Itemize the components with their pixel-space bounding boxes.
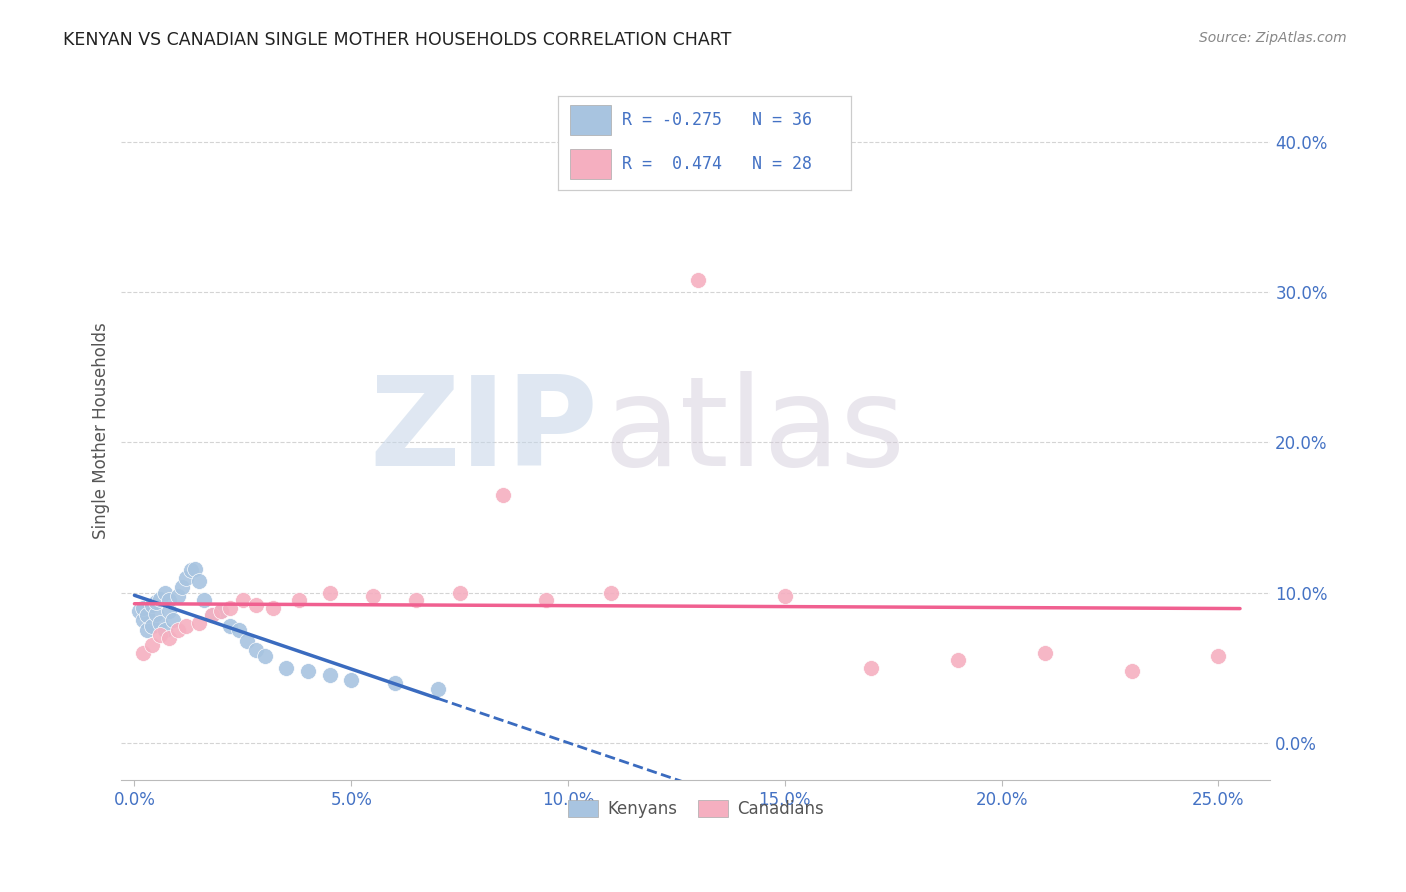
Point [201,608,224,623]
Point [218,600,240,615]
Legend: Kenyans, Canadians: Kenyans, Canadians [561,793,831,824]
Y-axis label: Single Mother Households: Single Mother Households [93,323,110,540]
Point [136,623,159,637]
Point [426,681,449,696]
Point [1121,664,1143,678]
Point [253,648,276,663]
Point [1033,646,1056,660]
Point [773,589,796,603]
Point [948,653,970,667]
Point [492,488,515,502]
Point [188,615,211,630]
Point [132,600,155,615]
Text: Source: ZipAtlas.com: Source: ZipAtlas.com [1199,31,1347,45]
Text: ZIP: ZIP [370,370,598,491]
Point [536,593,558,607]
Point [145,594,167,608]
Point [157,631,180,645]
Point [405,593,427,607]
Point [201,608,224,623]
Point [180,563,202,577]
Point [149,615,172,630]
Point [149,591,172,606]
Point [136,608,159,623]
Point [184,561,207,575]
Point [262,600,284,615]
Text: atlas: atlas [605,370,905,491]
Point [318,668,340,682]
Point [176,618,198,632]
Point [600,585,623,599]
Point [236,633,259,648]
Point [245,598,267,612]
Point [276,660,298,674]
Point [149,627,172,641]
Point [860,660,883,674]
Point [145,607,167,621]
Point [132,646,155,660]
Point [132,613,155,627]
Point [209,604,232,618]
Point [188,574,211,588]
Point [153,585,176,599]
Point [686,273,709,287]
Point [162,613,184,627]
Point [141,598,163,612]
Point [141,618,163,632]
Point [245,642,267,657]
Point [157,604,180,618]
Point [232,593,254,607]
Point [288,593,311,607]
Point [218,618,240,632]
Point [297,664,319,678]
Point [157,593,180,607]
Point [384,675,406,690]
Point [141,638,163,652]
Point [166,623,188,637]
Point [153,623,176,637]
Point [176,570,198,584]
Point [361,589,384,603]
Point [166,589,188,603]
Point [340,673,363,687]
Point [193,593,215,607]
Point [1208,648,1230,663]
Point [172,580,194,594]
Text: KENYAN VS CANADIAN SINGLE MOTHER HOUSEHOLDS CORRELATION CHART: KENYAN VS CANADIAN SINGLE MOTHER HOUSEHO… [63,31,731,49]
Point [209,604,232,618]
Point [128,604,150,618]
Point [449,585,471,599]
Point [228,623,250,637]
Point [318,585,340,599]
